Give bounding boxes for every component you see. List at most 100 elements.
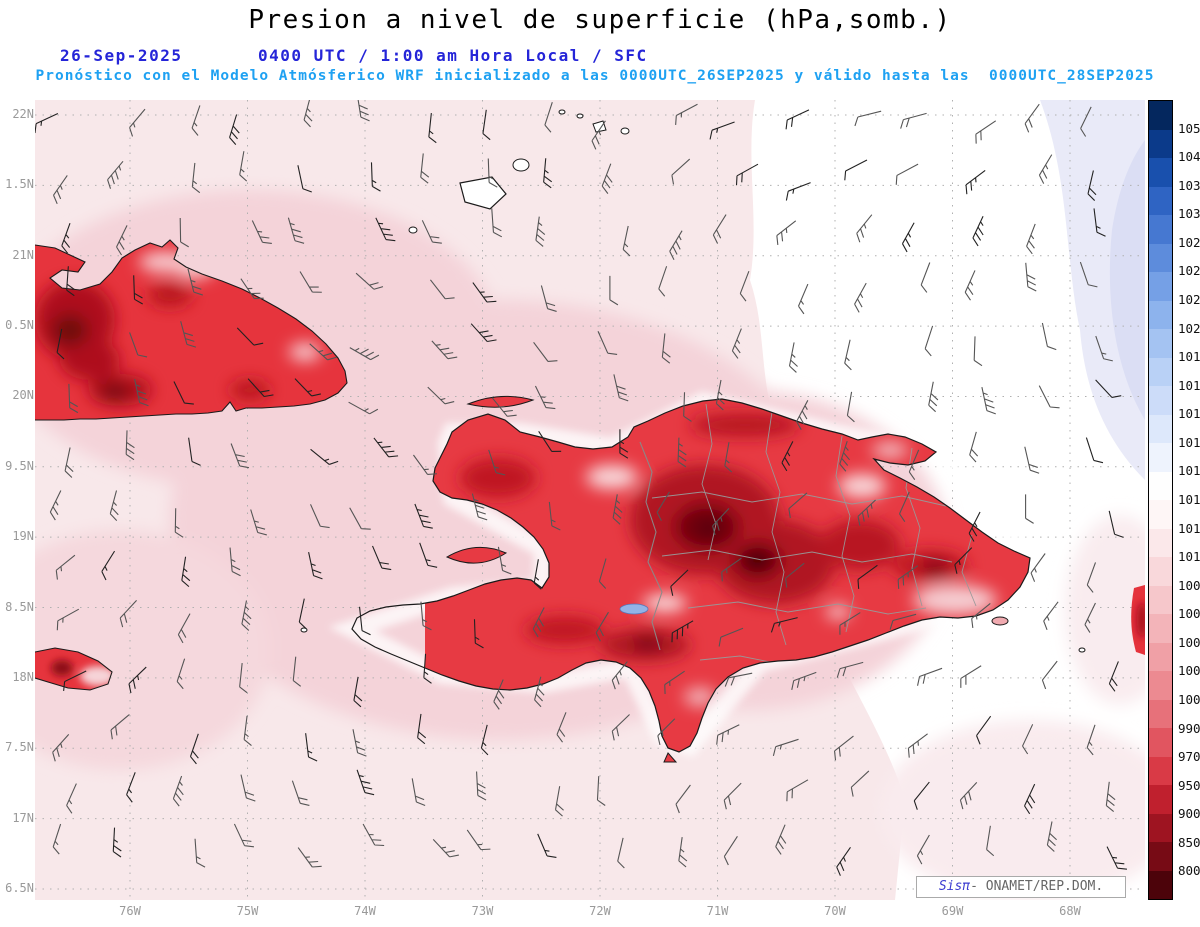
wind-barb: [712, 507, 730, 536]
puerto-rico-edge: [1131, 585, 1145, 655]
colorbar-cell: [1149, 842, 1172, 871]
colorbar-cell: [1149, 471, 1172, 500]
wind-barb: [544, 102, 553, 133]
wind-barb: [243, 715, 252, 746]
wind-barb: [310, 504, 330, 529]
wind-barb: [250, 509, 267, 536]
wind-barb: [715, 379, 725, 411]
wind-barb: [535, 216, 546, 247]
wind-barb: [976, 715, 992, 745]
wind-barb: [543, 158, 553, 189]
cuba-coastline: [35, 239, 348, 421]
colorbar-cell: [1149, 101, 1172, 130]
wind-barb: [1080, 106, 1092, 137]
wind-barb: [899, 491, 910, 522]
hogsty-reef: [408, 226, 418, 234]
wind-barb: [428, 113, 437, 144]
wind-barb: [721, 557, 742, 582]
hispaniola-coastline: [351, 398, 1031, 753]
turks-cay: [620, 127, 630, 135]
wind-barb: [349, 507, 371, 530]
wind-barb: [916, 834, 930, 865]
colorbar-cell: [1149, 186, 1172, 215]
wind-barb: [920, 262, 931, 293]
wind-barb: [1105, 781, 1116, 812]
wind-barb: [133, 275, 143, 305]
wind-barb: [466, 829, 491, 851]
colorbar-cell: [1149, 158, 1172, 187]
wind-barb: [770, 617, 798, 633]
wind-barb: [788, 342, 798, 373]
wind-barb: [362, 823, 385, 847]
wind-barb: [1079, 261, 1098, 288]
wind-barb: [297, 847, 322, 868]
wind-barb: [292, 656, 302, 687]
wind-barb: [236, 327, 264, 346]
high-pressure-lavender-core: [1109, 140, 1145, 420]
wind-barb: [548, 501, 561, 531]
wind-barb: [298, 598, 307, 630]
wind-barb: [1084, 602, 1096, 633]
little-inagua-island: [512, 158, 530, 172]
colorbar-cell: [1149, 870, 1172, 899]
wind-barb: [68, 383, 79, 414]
wind-barb: [895, 163, 919, 185]
wind-barb: [125, 430, 135, 461]
wind-barb: [1087, 170, 1097, 201]
wind-barb: [854, 110, 882, 127]
wind-barb: [1106, 846, 1128, 870]
wind-barb: [305, 733, 318, 762]
high-pressure-lavender-region: [1040, 100, 1145, 480]
wind-barb: [63, 670, 87, 692]
wind-barb: [954, 547, 973, 574]
wind-barb: [420, 601, 432, 631]
wind-barb: [470, 323, 497, 343]
wind-barb: [187, 268, 203, 296]
wind-barb: [735, 163, 759, 186]
wind-barb: [669, 230, 683, 260]
wind-barb: [180, 321, 197, 348]
wind-barb: [1025, 494, 1034, 524]
wind-barb: [239, 151, 248, 182]
wind-barb: [907, 733, 928, 758]
colorbar-cell: [1149, 785, 1172, 814]
wind-barb: [857, 499, 876, 526]
wind-barb: [975, 120, 997, 144]
colorbar-cell: [1149, 272, 1172, 301]
wind-barb: [731, 328, 742, 359]
wind-barb: [309, 343, 337, 361]
wind-barb: [471, 493, 488, 521]
wind-barb: [671, 158, 691, 185]
wind-barb: [981, 387, 996, 415]
wind-barb: [488, 449, 506, 476]
wind-barb: [971, 603, 991, 628]
wind-barb: [619, 429, 629, 459]
wind-barb: [556, 712, 567, 743]
wind-barb: [850, 770, 870, 797]
wind-barb: [129, 108, 146, 137]
colorbar-cell: [1149, 443, 1172, 472]
wind-barb: [1085, 437, 1104, 464]
wind-barb: [1095, 379, 1122, 399]
wind-barb: [724, 672, 753, 687]
colorbar-cell: [1149, 585, 1172, 614]
wind-barb: [675, 103, 698, 125]
colorbar-cell: [1149, 329, 1172, 358]
wind-barb: [839, 612, 861, 635]
wind-barb: [413, 454, 438, 475]
wind-barb: [836, 661, 864, 678]
wind-barb: [612, 494, 623, 525]
mona-island: [1078, 647, 1086, 653]
colorbar-cell: [1149, 300, 1172, 329]
wind-barb: [191, 162, 201, 194]
colorbar-cell: [1149, 642, 1172, 671]
wind-barb: [1041, 322, 1057, 351]
wind-barb: [1026, 223, 1036, 255]
wind-barb: [839, 441, 850, 472]
wind-barb: [718, 627, 744, 647]
wind-barb: [411, 778, 426, 807]
wind-barb: [964, 270, 976, 301]
wind-barb: [928, 381, 939, 413]
wind-barb: [52, 823, 62, 855]
